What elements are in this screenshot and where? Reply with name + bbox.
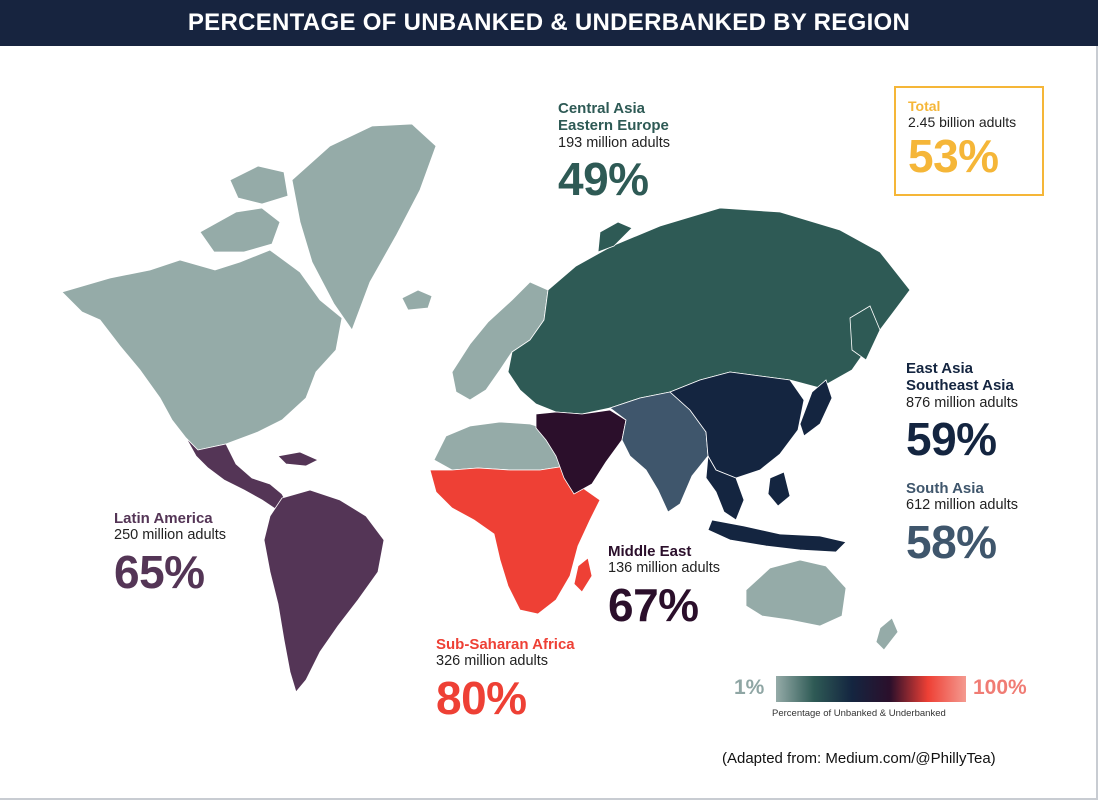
region-north-america (61, 249, 343, 451)
region-name: Central Asia (558, 100, 645, 117)
region-adults: 612 million adults (906, 497, 1019, 514)
region-adults: 326 million adults (436, 653, 549, 670)
legend-caption: Percentage of Unbanked & Underbanked (772, 708, 946, 719)
legend-max-label: 100% (973, 676, 1027, 699)
region-kamchatka (849, 305, 881, 361)
world-map (61, 123, 911, 693)
region-greenland (291, 123, 437, 331)
label-middle-east: Middle East 136 million adults 67% (608, 543, 720, 632)
region-name-line2: Eastern Europe (558, 117, 669, 135)
legend-min-label: 1% (734, 676, 765, 699)
region-percent: 80% (436, 671, 527, 724)
region-caribbean (277, 451, 319, 467)
region-mexico-central (185, 437, 291, 513)
region-adults: 136 million adults (608, 560, 721, 577)
label-central-asia: Central Asia Eastern Europe 193 million … (558, 100, 670, 206)
header-bar: PERCENTAGE OF UNBANKED & UNDERBANKED BY … (0, 0, 1098, 46)
region-middle-east (535, 409, 627, 495)
region-east-asia (669, 371, 805, 479)
source-credit: (Adapted from: Medium.com/@PhillyTea) (722, 750, 996, 767)
region-arctic-islands-2 (229, 165, 289, 205)
total-box: Total 2.45 billion adults 53% (894, 86, 1044, 196)
region-novaya-zemlya (597, 221, 633, 253)
region-adults: 876 million adults (906, 394, 1019, 411)
region-name-line2: Southeast Asia (906, 377, 1014, 395)
region-percent: 65% (114, 545, 205, 598)
region-arctic-islands (199, 207, 281, 253)
total-adults: 2.45 billion adults (908, 114, 1017, 131)
region-adults: 250 million adults (114, 527, 227, 544)
region-name: Latin America (114, 510, 213, 527)
region-southeast-asia (705, 454, 745, 521)
region-name: East Asia (906, 360, 973, 377)
map-frame (0, 46, 1098, 800)
region-percent: 49% (558, 153, 649, 206)
legend-gradient-bar (776, 676, 966, 702)
region-name: South Asia (906, 480, 984, 497)
region-indonesia (707, 519, 847, 553)
region-percent: 59% (906, 413, 997, 466)
total-name: Total (908, 98, 941, 114)
region-madagascar (573, 557, 593, 593)
label-east-asia: East Asia Southeast Asia 876 million adu… (906, 360, 1018, 466)
region-new-zealand (875, 617, 899, 651)
region-australia (745, 559, 847, 627)
region-name: Middle East (608, 543, 692, 560)
region-adults: 193 million adults (558, 134, 671, 151)
region-japan (799, 379, 833, 437)
page-title: PERCENTAGE OF UNBANKED & UNDERBANKED BY … (187, 9, 911, 36)
region-percent: 67% (608, 578, 699, 631)
label-sub-saharan-africa: Sub-Saharan Africa 326 million adults 80… (436, 636, 575, 725)
region-sub-saharan-africa (429, 465, 601, 615)
total-percent: 53% (908, 130, 999, 183)
label-south-asia: South Asia 612 million adults 58% (906, 480, 1018, 569)
region-iceland (401, 289, 433, 311)
region-philippines (767, 471, 791, 507)
label-latin-america: Latin America 250 million adults 65% (114, 510, 226, 599)
region-percent: 58% (906, 515, 997, 568)
region-south-america (263, 489, 385, 693)
region-name: Sub-Saharan Africa (436, 636, 575, 653)
